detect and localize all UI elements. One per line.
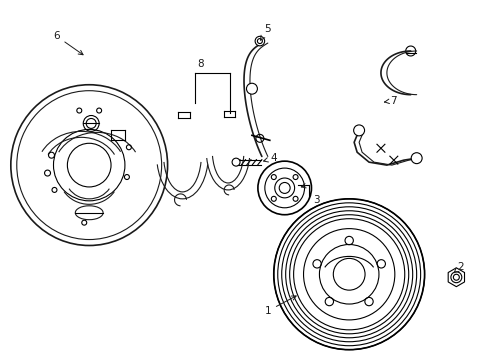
Text: 4: 4 bbox=[263, 153, 277, 163]
Text: 7: 7 bbox=[384, 96, 396, 105]
Circle shape bbox=[410, 153, 421, 164]
Text: 8: 8 bbox=[197, 59, 203, 69]
Text: 1: 1 bbox=[264, 296, 296, 316]
Circle shape bbox=[255, 36, 264, 46]
Text: 6: 6 bbox=[53, 31, 83, 55]
Circle shape bbox=[246, 83, 257, 94]
Circle shape bbox=[232, 158, 240, 166]
Text: 2: 2 bbox=[453, 262, 463, 273]
Text: 5: 5 bbox=[260, 24, 270, 40]
Circle shape bbox=[353, 125, 364, 136]
Text: 3: 3 bbox=[313, 195, 320, 205]
